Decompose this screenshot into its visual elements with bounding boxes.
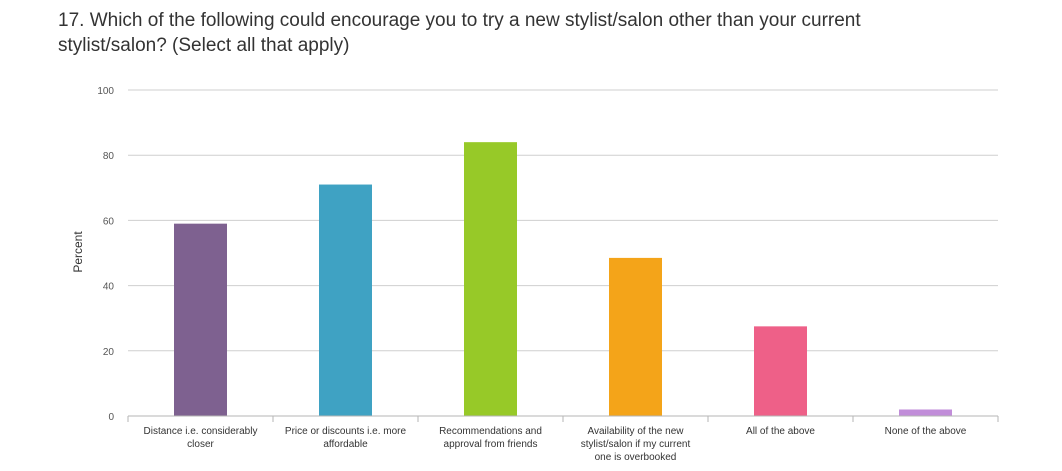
- bars: [174, 142, 952, 416]
- x-tick-label-line: Distance i.e. considerably: [144, 426, 258, 437]
- bar: [609, 257, 662, 416]
- y-tick-label: 60: [103, 216, 115, 227]
- x-tick-label: Recommendations and approval from friends: [439, 426, 542, 450]
- gridlines: [128, 89, 998, 417]
- x-tick-label: Price or discounts i.e. more affordable: [285, 426, 407, 450]
- chart-title: 17. Which of the following could encoura…: [58, 8, 958, 58]
- y-tick-label: 0: [108, 412, 114, 423]
- chart-title-line-2: stylist/salon? (Select all that apply): [58, 35, 350, 56]
- y-axis-label: Percent: [71, 231, 85, 273]
- x-tick-label-line: affordable: [323, 439, 368, 450]
- y-tick-label: 40: [103, 282, 115, 293]
- x-tick-label-line: approval from friends: [444, 439, 538, 450]
- y-tick-label: 100: [97, 86, 114, 97]
- x-tick-label-line: one is overbooked: [595, 452, 677, 463]
- x-tick-label-line: All of the above: [746, 426, 815, 437]
- x-tick-label-line: Price or discounts i.e. more: [285, 426, 407, 437]
- x-tick-label: All of the above: [746, 426, 815, 437]
- x-tick-label-line: closer: [187, 439, 214, 450]
- x-tick-label-line: Recommendations and: [439, 426, 542, 437]
- x-axis-tick-labels: Distance i.e. considerably closer Price or…: [144, 426, 967, 463]
- bar: [464, 142, 517, 416]
- y-axis-ticks: 0 20 40 60 80 100: [97, 86, 114, 423]
- bar: [899, 409, 952, 416]
- x-tick-label-line: Availability of the new: [588, 426, 685, 437]
- x-tick-label: Distance i.e. considerably closer: [144, 426, 258, 450]
- x-tick-label: None of the above: [885, 426, 967, 437]
- x-tick-label-line: None of the above: [885, 426, 967, 437]
- x-tick-label: Availability of the new stylist/salon if …: [581, 426, 691, 463]
- bar: [754, 326, 807, 416]
- y-tick-label: 80: [103, 151, 115, 162]
- bar: [174, 223, 227, 416]
- chart-title-line-1: 17. Which of the following could encoura…: [58, 10, 861, 31]
- y-tick-label: 20: [103, 347, 115, 358]
- x-tick-label-line: stylist/salon if my current: [581, 439, 691, 450]
- bar: [319, 184, 372, 416]
- x-axis: [127, 415, 999, 422]
